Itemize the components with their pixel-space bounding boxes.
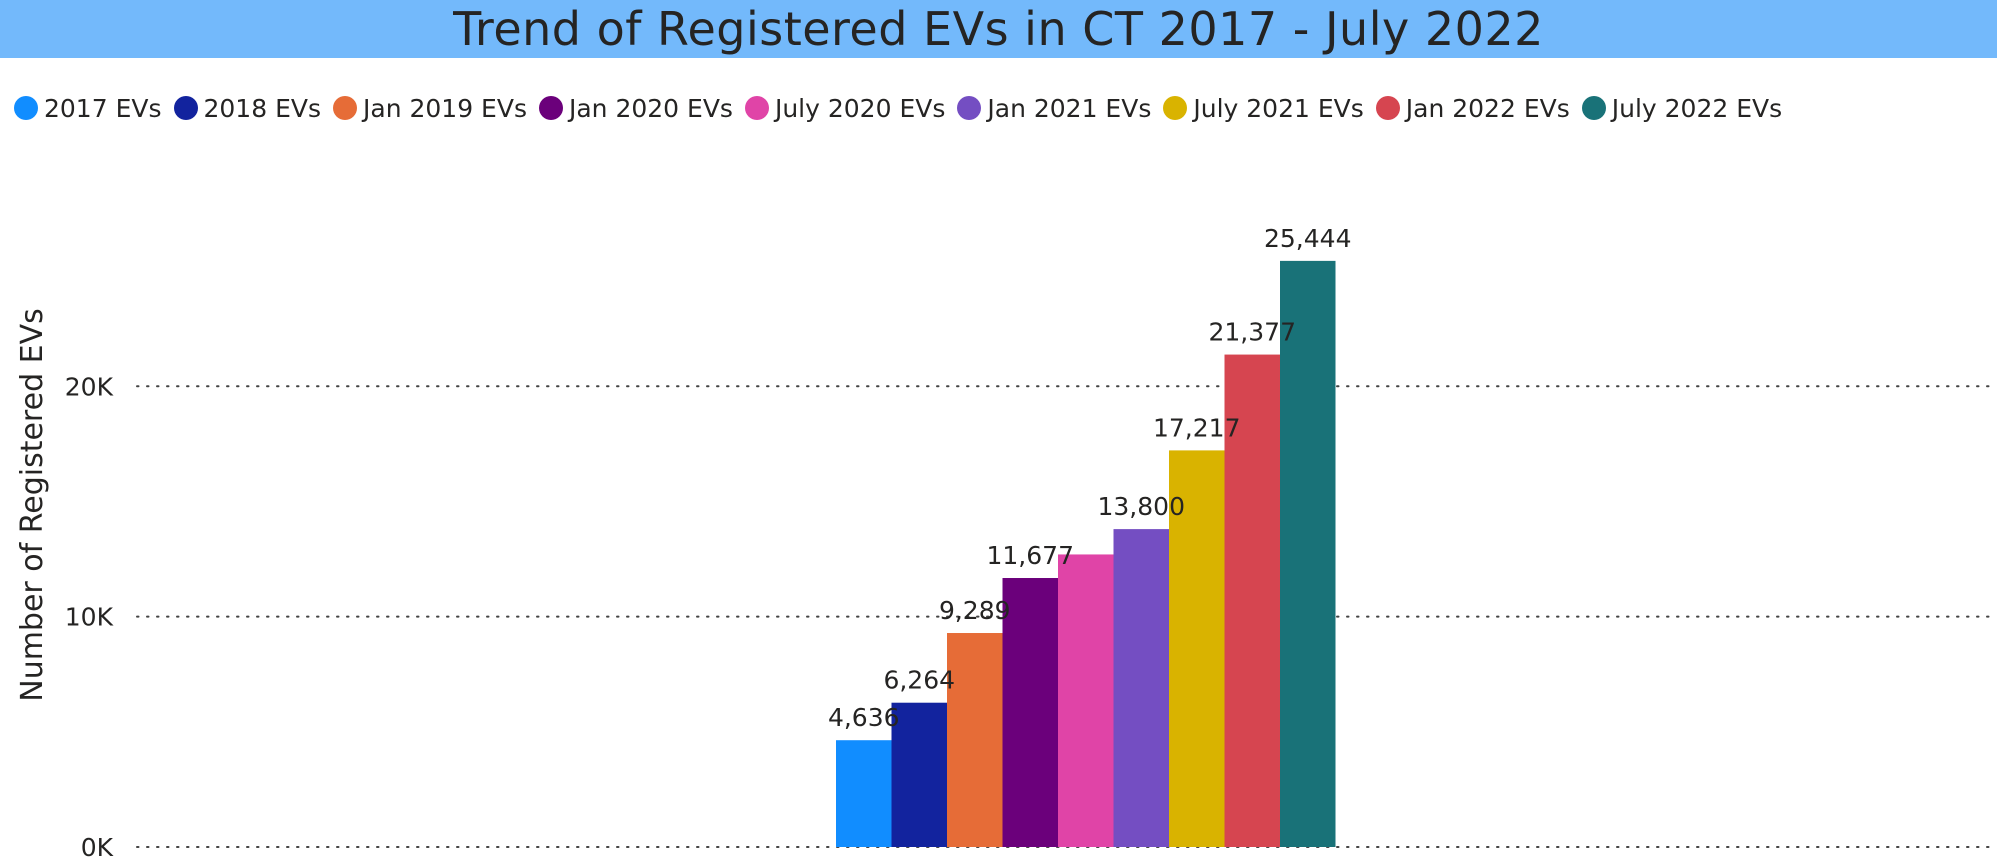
legend-marker — [538, 96, 563, 120]
legend-marker — [333, 96, 357, 120]
legend-item[interactable]: July 2021 EVs — [1163, 93, 1364, 123]
legend-label: Jan 2021 EVs — [987, 93, 1152, 123]
legend-item[interactable]: Jan 2022 EVs — [1375, 93, 1570, 123]
legend-marker — [1375, 96, 1400, 120]
bar[interactable] — [1280, 260, 1336, 847]
bar[interactable] — [1058, 554, 1114, 847]
legend-marker — [1163, 96, 1188, 120]
legend-label: Jan 2022 EVs — [1405, 93, 1570, 123]
legend-marker — [14, 96, 38, 120]
data-label: 13,800 — [1098, 492, 1185, 521]
bar[interactable] — [1113, 529, 1170, 847]
legend-item[interactable]: July 2020 EVs — [744, 93, 946, 123]
bars — [836, 260, 1336, 847]
legend-label: 2017 EVs — [44, 93, 162, 123]
chart-area: 0K 10K 20K Number of Registered EVs 4,636 6,… — [15, 224, 1991, 857]
legend: 2017 EVs 2018 EVs Jan 2019 EVs Jan 2020 EVs… — [14, 88, 1794, 128]
legend-marker — [744, 96, 769, 120]
y-axis: 0K 10K 20K Number of Registered EVs — [15, 308, 114, 857]
data-label: 6,264 — [883, 666, 955, 695]
legend-label: July 2022 EVs — [1611, 93, 1783, 123]
legend-marker — [173, 96, 198, 120]
legend-label: July 2021 EVs — [1193, 93, 1364, 123]
legend-item[interactable]: 2018 EVs — [173, 93, 322, 123]
bar[interactable] — [1224, 354, 1281, 847]
legend-label: Jan 2019 EVs — [363, 93, 527, 123]
data-label: 25,444 — [1264, 224, 1351, 253]
legend-item[interactable]: Jan 2021 EVs — [957, 94, 1151, 123]
legend-label: July 2020 EVs — [774, 93, 946, 123]
data-label: 21,377 — [1209, 318, 1296, 347]
legend-item[interactable]: Jan 2020 EVs — [538, 93, 733, 123]
data-label: 17,217 — [1153, 413, 1240, 442]
chart-title: Trend of Registered EVs in CT 2017 - Jul… — [453, 2, 1544, 56]
y-tick-label: 0K — [81, 833, 114, 857]
legend-item[interactable]: July 2022 EVs — [1581, 93, 1783, 123]
bar[interactable] — [947, 633, 1003, 847]
legend-label: Jan 2020 EVs — [568, 93, 733, 123]
bar[interactable] — [891, 702, 948, 847]
y-axis-title: Number of Registered EVs — [15, 308, 50, 702]
legend-item[interactable]: Jan 2019 EVs — [333, 94, 527, 123]
data-label: 9,289 — [939, 596, 1011, 625]
legend-marker — [1581, 96, 1606, 120]
bar[interactable] — [1002, 578, 1059, 847]
bar[interactable] — [1169, 450, 1225, 847]
data-label: 11,677 — [987, 541, 1074, 570]
legend-marker — [957, 96, 982, 120]
title-bar: Trend of Registered EVs in CT 2017 - Jul… — [0, 0, 1997, 58]
legend-label: 2018 EVs — [203, 93, 322, 123]
y-tick-label: 20K — [65, 372, 114, 401]
data-labels: 4,636 6,264 9,289 11,677 13,800 17,217 21,377 2… — [828, 224, 1352, 732]
bar[interactable] — [836, 740, 892, 847]
y-tick-label: 10K — [65, 603, 114, 632]
legend-item[interactable]: 2017 EVs — [14, 94, 162, 123]
data-label: 4,636 — [828, 703, 900, 732]
